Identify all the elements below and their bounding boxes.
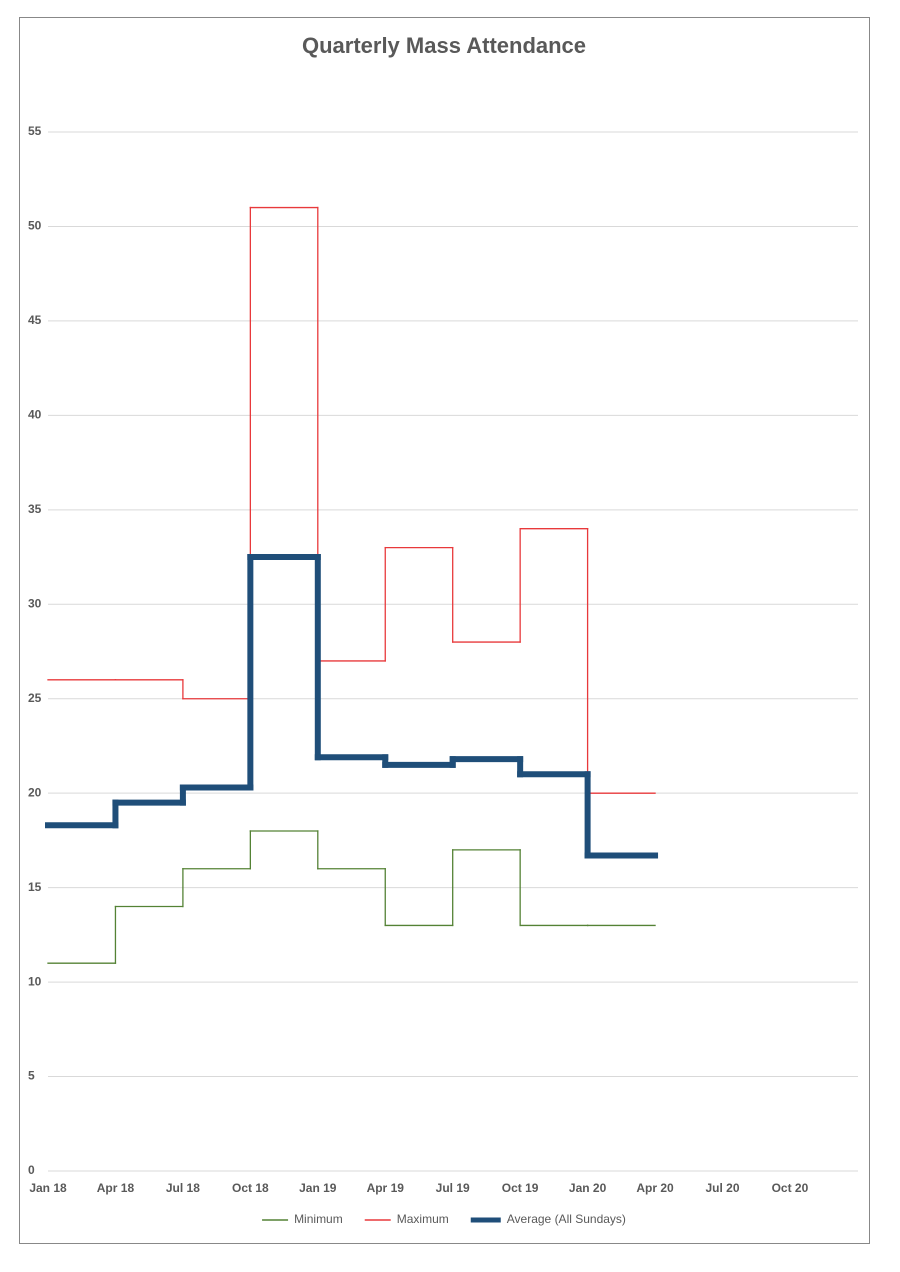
y-tick-label: 25: [28, 691, 42, 705]
x-tick-label: Jul 18: [166, 1181, 200, 1195]
x-tick-label: Oct 18: [232, 1181, 269, 1195]
legend-label: Maximum: [397, 1212, 449, 1226]
y-tick-label: 0: [28, 1163, 35, 1177]
y-tick-label: 5: [28, 1069, 35, 1083]
legend-label: Minimum: [294, 1212, 343, 1226]
y-tick-label: 20: [28, 785, 42, 799]
legend-label: Average (All Sundays): [507, 1212, 626, 1226]
y-tick-label: 35: [28, 502, 42, 516]
y-tick-label: 15: [28, 880, 42, 894]
y-tick-label: 50: [28, 219, 42, 233]
y-tick-label: 55: [28, 124, 42, 138]
x-tick-label: Jan 20: [569, 1181, 607, 1195]
series-line: [47, 830, 656, 964]
x-tick-label: Apr 20: [636, 1181, 674, 1195]
series-line: [47, 206, 656, 794]
x-tick-label: Jan 18: [29, 1181, 67, 1195]
y-tick-label: 45: [28, 313, 42, 327]
chart-border: [19, 17, 870, 1244]
y-tick-label: 10: [28, 974, 42, 988]
x-tick-label: Oct 20: [772, 1181, 809, 1195]
x-tick-label: Jan 19: [299, 1181, 337, 1195]
series-line: [45, 554, 659, 859]
x-tick-label: Apr 19: [367, 1181, 405, 1195]
x-tick-label: Jul 19: [436, 1181, 470, 1195]
x-tick-label: Apr 18: [97, 1181, 135, 1195]
y-tick-label: 40: [28, 408, 42, 422]
y-tick-label: 30: [28, 596, 42, 610]
x-tick-label: Jul 20: [705, 1181, 739, 1195]
x-tick-label: Oct 19: [502, 1181, 539, 1195]
chart-title: Quarterly Mass Attendance: [302, 33, 586, 58]
